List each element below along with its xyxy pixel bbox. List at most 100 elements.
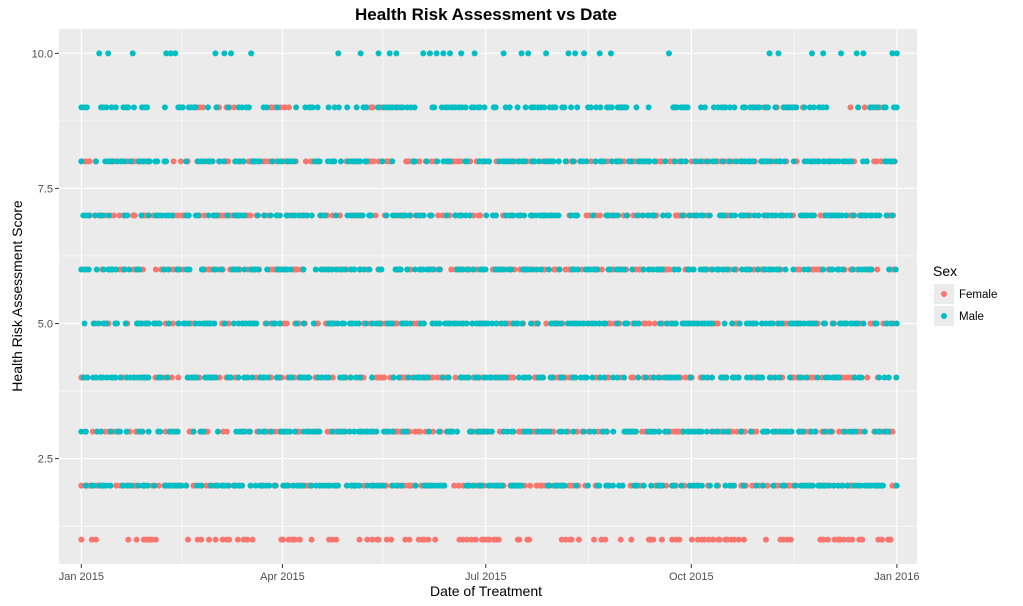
point-male bbox=[830, 482, 837, 489]
point-male bbox=[731, 104, 738, 111]
point-male bbox=[881, 374, 888, 381]
point-male bbox=[441, 482, 448, 489]
point-male bbox=[402, 320, 409, 327]
point-female bbox=[88, 536, 95, 543]
point-male bbox=[363, 104, 370, 111]
point-female bbox=[676, 536, 683, 543]
point-female bbox=[234, 536, 241, 543]
point-male bbox=[584, 482, 591, 489]
point-male bbox=[136, 266, 143, 273]
point-male bbox=[119, 482, 126, 489]
point-male bbox=[464, 158, 471, 165]
point-male bbox=[108, 104, 115, 111]
point-male bbox=[241, 266, 248, 273]
point-female bbox=[375, 536, 382, 543]
point-male bbox=[83, 104, 90, 111]
point-male bbox=[506, 104, 513, 111]
point-female bbox=[169, 320, 176, 327]
point-male bbox=[524, 266, 531, 273]
point-female bbox=[740, 536, 747, 543]
point-male bbox=[858, 374, 865, 381]
point-male bbox=[112, 104, 119, 111]
point-male bbox=[205, 104, 211, 111]
point-male bbox=[300, 266, 307, 273]
point-male bbox=[740, 212, 747, 219]
point-male bbox=[704, 374, 711, 381]
point-male bbox=[704, 158, 711, 165]
point-male bbox=[721, 212, 728, 219]
point-male bbox=[190, 428, 197, 435]
point-female bbox=[651, 320, 658, 327]
point-male bbox=[178, 482, 185, 489]
point-male bbox=[426, 266, 433, 273]
legend-marker-female bbox=[941, 291, 947, 297]
point-female bbox=[486, 536, 493, 543]
point-male bbox=[747, 374, 754, 381]
point-male bbox=[135, 158, 142, 165]
point-female bbox=[281, 104, 288, 111]
point-male bbox=[555, 158, 562, 165]
x-tick-label: Jan 2015 bbox=[59, 571, 104, 583]
point-male bbox=[488, 374, 495, 381]
point-male bbox=[863, 158, 870, 165]
point-female bbox=[283, 320, 290, 327]
point-male bbox=[565, 50, 572, 57]
point-male bbox=[709, 374, 716, 381]
point-male bbox=[703, 428, 710, 435]
point-male bbox=[158, 374, 165, 381]
point-male bbox=[889, 212, 896, 219]
point-male bbox=[844, 482, 851, 489]
point-male bbox=[92, 212, 99, 219]
point-male bbox=[589, 374, 596, 381]
point-male bbox=[496, 158, 503, 165]
point-male bbox=[787, 212, 794, 219]
point-male bbox=[344, 104, 351, 111]
point-female bbox=[133, 536, 140, 543]
point-male bbox=[720, 428, 727, 435]
point-male bbox=[596, 482, 603, 489]
point-female bbox=[249, 536, 256, 543]
point-male bbox=[499, 482, 506, 489]
point-male bbox=[440, 50, 447, 57]
point-female bbox=[86, 158, 93, 165]
point-male bbox=[596, 320, 603, 327]
point-female bbox=[824, 536, 831, 543]
point-male bbox=[475, 374, 482, 381]
point-male bbox=[709, 428, 716, 435]
point-female bbox=[291, 536, 298, 543]
point-male bbox=[470, 266, 477, 273]
point-male bbox=[107, 482, 114, 489]
point-male bbox=[555, 212, 562, 219]
point-male bbox=[504, 428, 511, 435]
point-male bbox=[364, 482, 371, 489]
point-male bbox=[334, 320, 341, 327]
point-male bbox=[352, 374, 359, 381]
point-male bbox=[665, 50, 672, 57]
point-female bbox=[729, 428, 736, 435]
point-male bbox=[85, 266, 92, 273]
point-male bbox=[526, 374, 533, 381]
point-male bbox=[228, 50, 235, 57]
point-male bbox=[843, 212, 850, 219]
point-male bbox=[502, 320, 509, 327]
y-tick-label: 5.0 bbox=[38, 319, 53, 331]
point-male bbox=[672, 320, 679, 327]
point-male bbox=[128, 482, 135, 489]
point-male bbox=[827, 158, 834, 165]
point-female bbox=[859, 536, 866, 543]
point-male bbox=[220, 158, 227, 165]
point-male bbox=[659, 212, 666, 219]
point-male bbox=[487, 482, 494, 489]
point-male bbox=[420, 212, 427, 219]
point-female bbox=[231, 104, 238, 111]
point-male bbox=[572, 50, 579, 57]
point-female bbox=[152, 536, 159, 543]
point-female bbox=[294, 266, 301, 273]
point-male bbox=[722, 104, 729, 111]
point-male bbox=[873, 320, 880, 327]
point-female bbox=[575, 536, 582, 543]
point-male bbox=[557, 320, 564, 327]
point-male bbox=[651, 158, 658, 165]
point-male bbox=[95, 320, 102, 327]
point-male bbox=[830, 320, 837, 327]
